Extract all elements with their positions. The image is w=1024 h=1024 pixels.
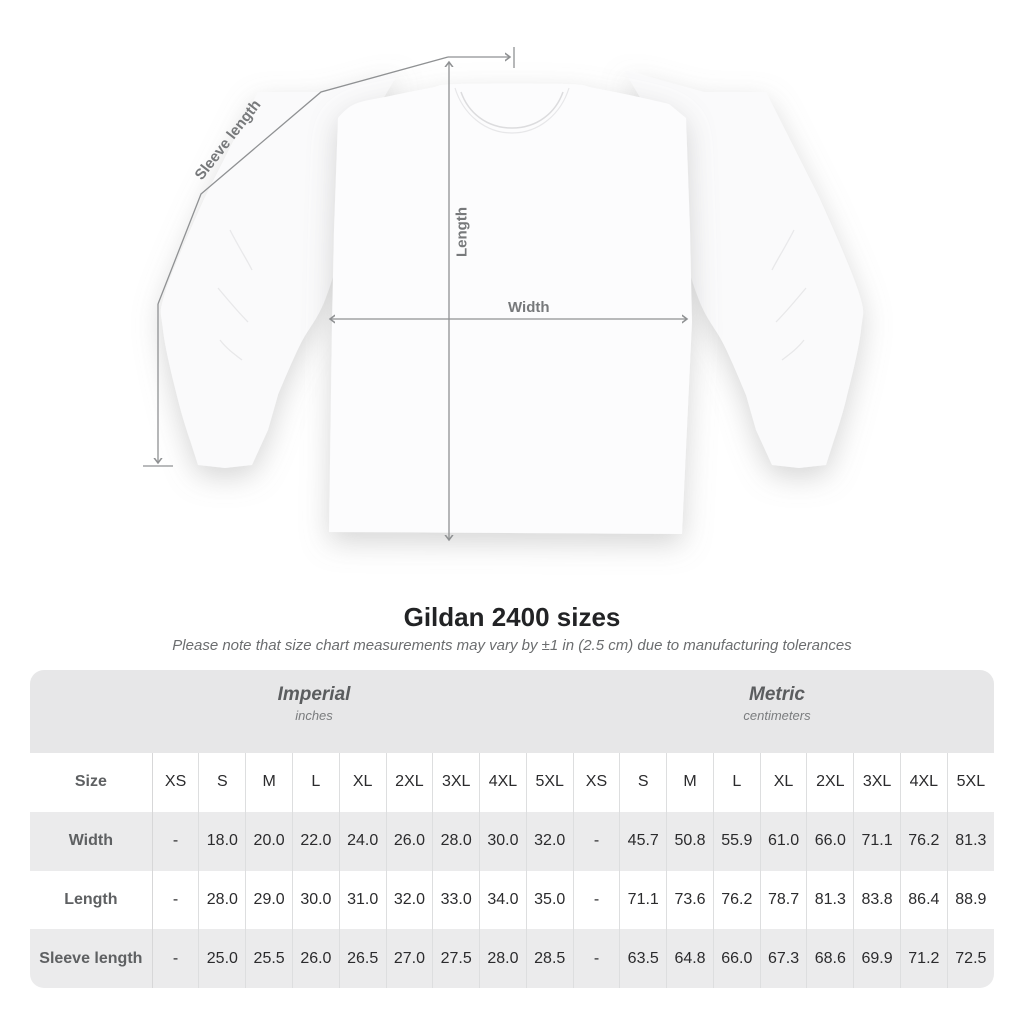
svg-text:Width: Width [508, 299, 550, 316]
